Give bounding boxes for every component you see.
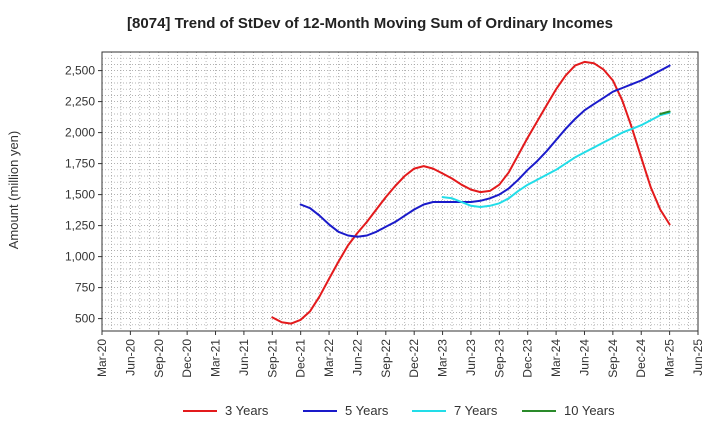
x-tick-label: Dec-20 xyxy=(180,339,194,378)
y-tick-label: 1,500 xyxy=(65,188,95,202)
y-tick-label: 2,500 xyxy=(65,64,95,78)
x-tick-label: Mar-22 xyxy=(322,339,336,377)
x-tick-label: Dec-24 xyxy=(634,339,648,378)
y-tick-label: 750 xyxy=(75,281,95,295)
chart-title: [8074] Trend of StDev of 12-Month Moving… xyxy=(127,15,613,32)
legend-label-10-years: 10 Years xyxy=(564,403,615,418)
plot-background xyxy=(102,52,698,331)
legend-label-3-years: 3 Years xyxy=(225,403,269,418)
legend-label-5-years: 5 Years xyxy=(345,403,389,418)
y-tick-label: 1,250 xyxy=(65,219,95,233)
legend: 3 Years 5 Years 7 Years 10 Years xyxy=(183,403,615,418)
x-tick-label: Mar-23 xyxy=(436,339,450,377)
x-tick-label: Dec-22 xyxy=(407,339,421,378)
y-tick-label: 1,000 xyxy=(65,250,95,264)
x-tick-label: Sep-24 xyxy=(606,339,620,378)
x-tick-label: Mar-24 xyxy=(549,339,563,377)
y-axis-label: Amount (million yen) xyxy=(6,131,21,250)
x-tick-label: Mar-20 xyxy=(95,339,109,377)
x-tick-label: Dec-21 xyxy=(294,339,308,378)
y-tick-label: 500 xyxy=(75,312,95,326)
x-tick-label: Jun-24 xyxy=(577,339,591,376)
x-tick-label: Sep-22 xyxy=(379,339,393,378)
x-tick-label: Jun-23 xyxy=(464,339,478,376)
x-tick-label: Sep-20 xyxy=(152,339,166,378)
x-tick-label: Sep-23 xyxy=(492,339,506,378)
y-tick-label: 1,750 xyxy=(65,157,95,171)
plot-area: 500 750 1,000 1,250 1,500 1,750 2,000 2,250 2,50… xyxy=(65,51,705,378)
legend-label-7-years: 7 Years xyxy=(454,403,498,418)
x-tick-label: Jun-22 xyxy=(350,339,364,376)
y-tick-label: 2,000 xyxy=(65,126,95,140)
x-tick-label: Jun-25 xyxy=(691,339,705,376)
series-line-7-years xyxy=(441,111,671,208)
x-tick-label: Jun-20 xyxy=(123,339,137,376)
series-line-10-years xyxy=(659,110,671,115)
x-tick-label: Jun-21 xyxy=(237,339,251,376)
series-line-5-years xyxy=(299,64,671,238)
x-tick-label: Sep-21 xyxy=(265,339,279,378)
x-tick-label: Dec-23 xyxy=(521,339,535,378)
x-tick-label: Mar-21 xyxy=(209,339,223,377)
y-tick-label: 2,250 xyxy=(65,95,95,109)
x-tick-label: Mar-25 xyxy=(663,339,677,377)
series-line-3-years xyxy=(271,60,671,325)
plot-border xyxy=(101,51,699,332)
